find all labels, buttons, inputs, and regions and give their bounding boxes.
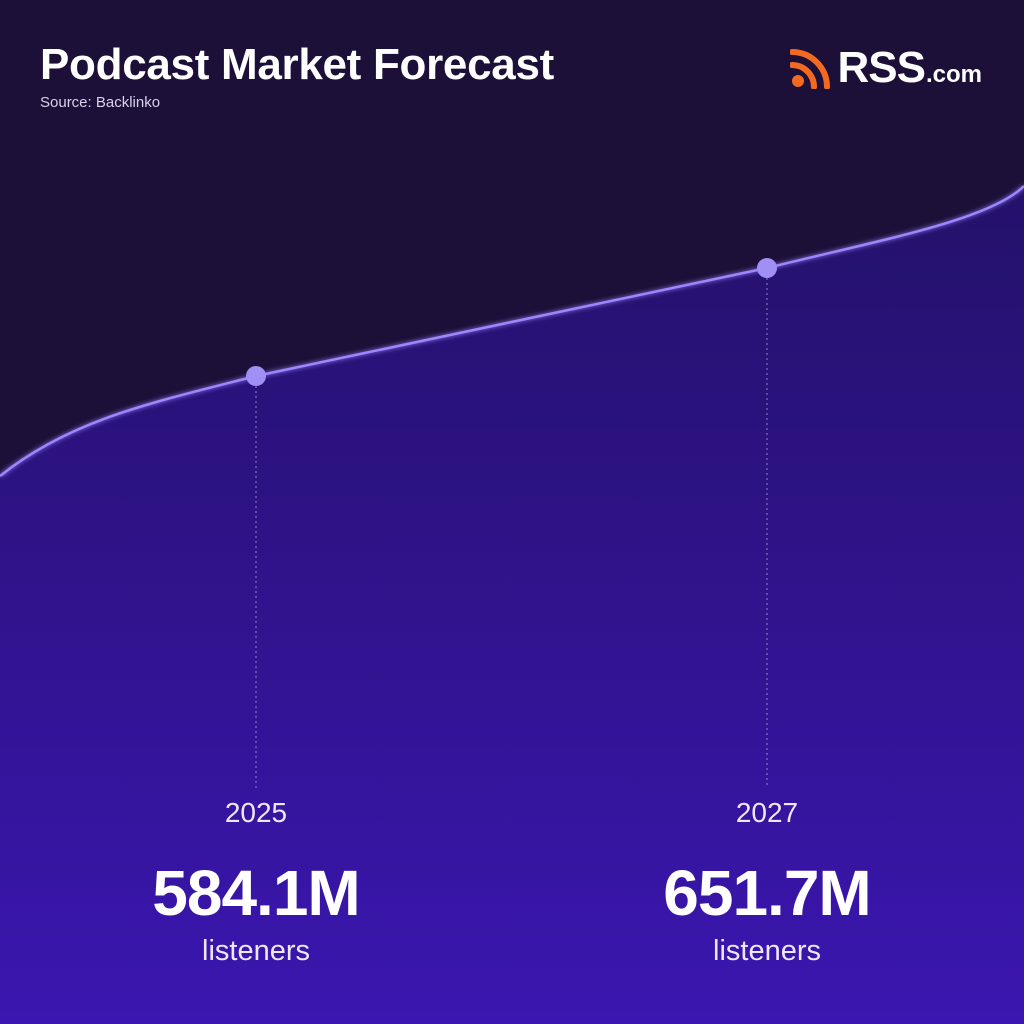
brand-logo[interactable]: RSS .com — [789, 43, 982, 92]
rss-feed-icon — [789, 49, 830, 89]
year-label: 2025 — [224, 797, 288, 828]
unit-label: listeners — [202, 935, 310, 967]
stat-2027: 2027 651.7M listeners — [617, 796, 917, 968]
value-label: 651.7M — [663, 857, 871, 929]
unit-label: listeners — [713, 935, 821, 967]
data-point-2025 — [246, 366, 266, 386]
logo-suffix: .com — [925, 61, 982, 88]
stat-2025: 2025 584.1M listeners — [106, 796, 406, 968]
source-caption: Source: Backlinko — [40, 94, 161, 111]
forecast-area — [0, 186, 1024, 1024]
forecast-line — [0, 185, 1024, 477]
data-point-2027 — [757, 258, 777, 278]
page-title: Podcast Market Forecast — [40, 40, 554, 89]
logo-wordmark: RSS — [837, 43, 926, 92]
year-label: 2027 — [735, 797, 799, 828]
value-label: 584.1M — [152, 857, 360, 929]
